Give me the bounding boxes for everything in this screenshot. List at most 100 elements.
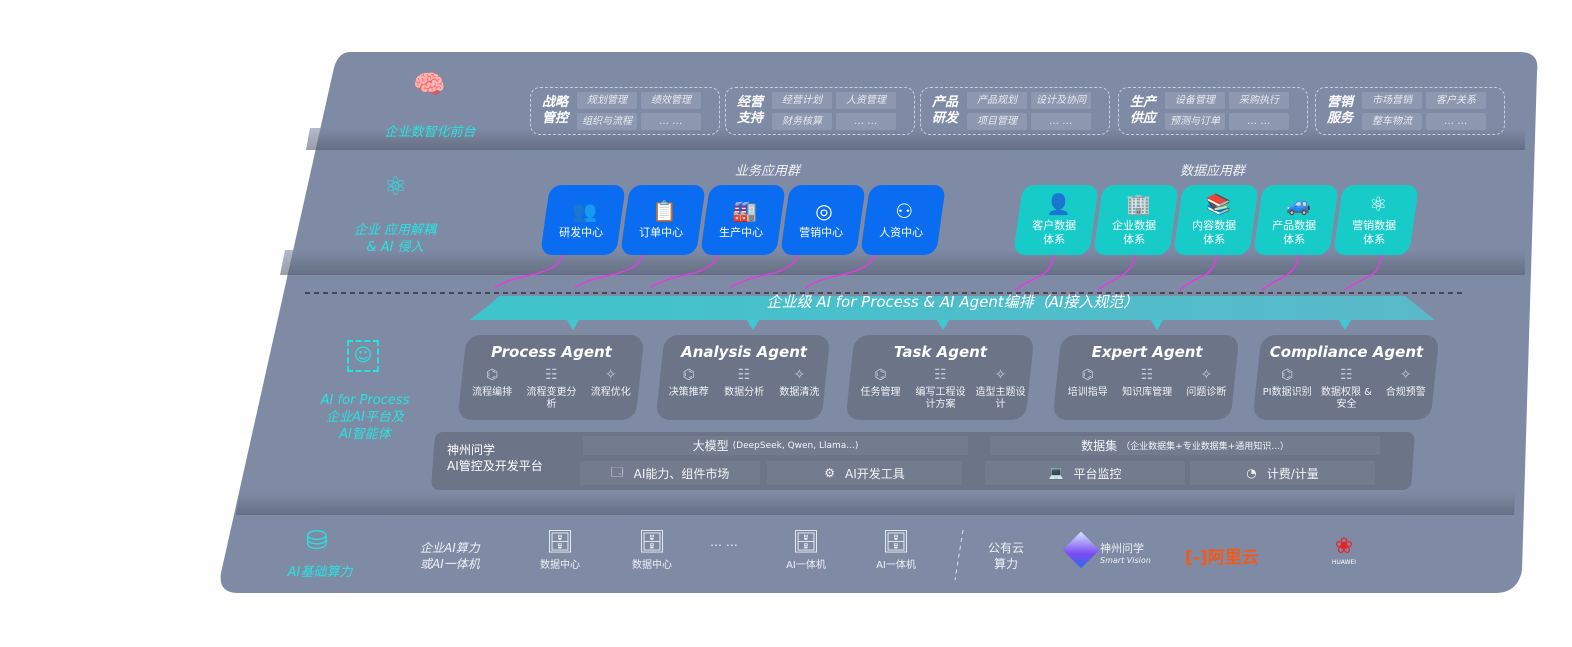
agent-card[interactable]: Expert Agent ⌬ 培训指导 ☷ 知识库管理 ✧ 问题诊断: [1052, 335, 1240, 420]
public-line2: 算力: [994, 557, 1019, 571]
group-item[interactable]: 组织与流程: [577, 113, 637, 130]
node-label: AI一体机: [876, 560, 916, 571]
group-item[interactable]: 预测与订单: [1165, 113, 1225, 130]
agent-name: Compliance Agent: [1269, 343, 1424, 361]
dataset-note: （企业数据集+专业数据集+通用知识...）: [1121, 442, 1289, 452]
feature-label: 流程优化: [590, 387, 631, 398]
data-card[interactable]: 🏢 企业数据体系: [1093, 185, 1179, 255]
group-item[interactable]: 人资管理: [836, 92, 896, 109]
business-apps-title: 业务应用群: [735, 164, 801, 179]
feature-icon: ⌬: [1081, 367, 1094, 383]
group-item[interactable]: 客户关系: [1426, 92, 1486, 109]
feature-icon: ✧: [1399, 367, 1412, 383]
group-item[interactable]: 采购执行: [1229, 92, 1289, 109]
card-label: 生产中心: [719, 226, 764, 239]
devtools-cell[interactable]: ⚙ AI开发工具: [767, 461, 962, 485]
factory-icon: 🏭: [731, 199, 757, 223]
group-item[interactable]: 产品规划: [967, 92, 1027, 109]
agent-card[interactable]: Task Agent ⌬ 任务管理 ☷ 编写工程设计方案 ✧ 造型主题设计: [845, 335, 1035, 420]
group-item[interactable]: 市场营销: [1362, 92, 1422, 109]
group-name: 生产供应: [1129, 95, 1156, 126]
group-item[interactable]: … …: [641, 113, 701, 130]
monitor-cell[interactable]: 💻 平台监控: [985, 461, 1185, 485]
business-card[interactable]: 🏭 生产中心: [700, 185, 786, 255]
agent-feature: ⌬ 培训指导: [1058, 367, 1117, 399]
agent-feature: ⌬ PI数据识别: [1258, 367, 1317, 411]
data-card[interactable]: 🚙 产品数据体系: [1253, 185, 1339, 255]
feature-label: 流程编排: [472, 387, 513, 398]
agent-card[interactable]: Analysis Agent ⌬ 决策推荐 ☷ 数据分析 ✧ 数据清洗: [655, 335, 831, 420]
feature-label: 数据清洗: [779, 387, 820, 398]
agent-feature: ☷ 流程变更分析: [522, 367, 581, 411]
huawei-name: HUAWEI: [1331, 559, 1357, 566]
agent-name: Expert Agent: [1091, 343, 1203, 361]
agent-name: Analysis Agent: [681, 343, 808, 361]
shenzhou-name: 神州问学: [1100, 542, 1144, 555]
data-card[interactable]: 👤 客户数据体系: [1013, 185, 1099, 255]
feature-label: PI数据识别: [1262, 387, 1312, 398]
data-card[interactable]: ⚛ 营销数据体系: [1333, 185, 1419, 255]
layer-decouple-line1: 企业 应用解耦: [353, 223, 437, 238]
card-label: 产品数据体系: [1272, 219, 1317, 246]
huawei-logo: ❀ HUAWEI: [1326, 534, 1362, 567]
node-datacenter-2: 🗄 数据中心: [622, 530, 682, 571]
agent-name: Process Agent: [491, 343, 612, 361]
huawei-petal-icon: ❀: [1334, 534, 1354, 559]
node-ai-box-1: 🗄 AI一体机: [776, 530, 836, 571]
group-item[interactable]: … …: [1229, 113, 1289, 130]
feature-icon: ✧: [793, 367, 806, 383]
billing-cell[interactable]: ◔ 计费/计量: [1190, 461, 1375, 485]
agent-feature: ☷ 编写工程设计方案: [911, 367, 970, 411]
connector-arrows: [494, 247, 1383, 291]
feature-icon: ✧: [994, 367, 1007, 383]
group-item[interactable]: 财务核算: [772, 113, 832, 130]
agent-feature: ✧ 数据清洗: [772, 367, 827, 399]
user-icon: 👤: [1045, 192, 1071, 216]
feature-label: 数据权限 & 安全: [1320, 387, 1372, 410]
private-line1: 企业AI算力: [420, 541, 480, 555]
card-label: 订单中心: [639, 226, 684, 239]
group-item[interactable]: 经营计划: [772, 92, 832, 109]
feature-icon: ⌬: [1281, 367, 1294, 383]
data-card[interactable]: 📚 内容数据体系: [1173, 185, 1259, 255]
group-item[interactable]: 项目管理: [967, 113, 1027, 130]
layer-decouple-title: 企业 应用解耦 & AI 侵入: [335, 222, 455, 256]
group-name: 产品研发: [931, 95, 958, 126]
business-card[interactable]: 📋 订单中心: [620, 185, 706, 255]
group-item[interactable]: 规划管理: [577, 92, 637, 109]
group-item[interactable]: 整车物流: [1362, 113, 1422, 130]
platform-name-line2: AI管控及开发平台: [447, 459, 543, 473]
feature-icon: ✧: [604, 367, 617, 383]
layer-process-title: AI for Process 企业AI平台及 AI智能体: [295, 392, 435, 443]
market-label: AI能力、组件市场: [633, 466, 730, 481]
agent-name: Task Agent: [893, 343, 988, 361]
business-card[interactable]: ◎ 营销中心: [780, 185, 866, 255]
market-cell[interactable]: 🗔 AI能力、组件市场: [580, 461, 760, 485]
banner-down-arrows: [567, 320, 1351, 330]
feature-icon: ☷: [934, 367, 947, 383]
server-icon: 🗄: [882, 530, 910, 555]
agent-card[interactable]: Compliance Agent ⌬ PI数据识别 ☷ 数据权限 & 安全 ✧ 合规预警: [1252, 335, 1440, 420]
group-item[interactable]: 绩效管理: [641, 92, 701, 109]
ai-person-icon: ☺: [347, 340, 379, 372]
group-item[interactable]: … …: [1031, 113, 1091, 130]
group-item[interactable]: 设备管理: [1165, 92, 1225, 109]
clipboard-icon: 📋: [651, 199, 677, 223]
group-item[interactable]: 设计及协同: [1031, 92, 1091, 109]
business-card[interactable]: ⚇ 人资中心: [860, 185, 946, 255]
group-item[interactable]: … …: [1426, 113, 1486, 130]
group-item[interactable]: … …: [836, 113, 896, 130]
aliyun-bracket-icon: [-]: [1185, 548, 1208, 568]
agent-card[interactable]: Process Agent ⌬ 流程编排 ☷ 流程变更分析 ✧ 流程优化: [457, 335, 645, 420]
layer-process-line3: AI智能体: [339, 427, 391, 442]
devtools-label: AI开发工具: [845, 466, 905, 481]
feature-label: 数据分析: [724, 387, 765, 398]
agent-feature: ⌬ 任务管理: [851, 367, 910, 411]
team-icon: 👥: [571, 199, 597, 223]
front-group: 生产供应 设备管理 采购执行 预测与订单… …: [1118, 87, 1308, 135]
business-card[interactable]: 👥 研发中心: [540, 185, 626, 255]
feature-label: 造型主题设计: [975, 387, 1026, 410]
devtools-icon: ⚙: [824, 466, 835, 480]
group-name: 战略管控: [541, 95, 568, 126]
aliyun-name: 阿里云: [1207, 548, 1259, 568]
